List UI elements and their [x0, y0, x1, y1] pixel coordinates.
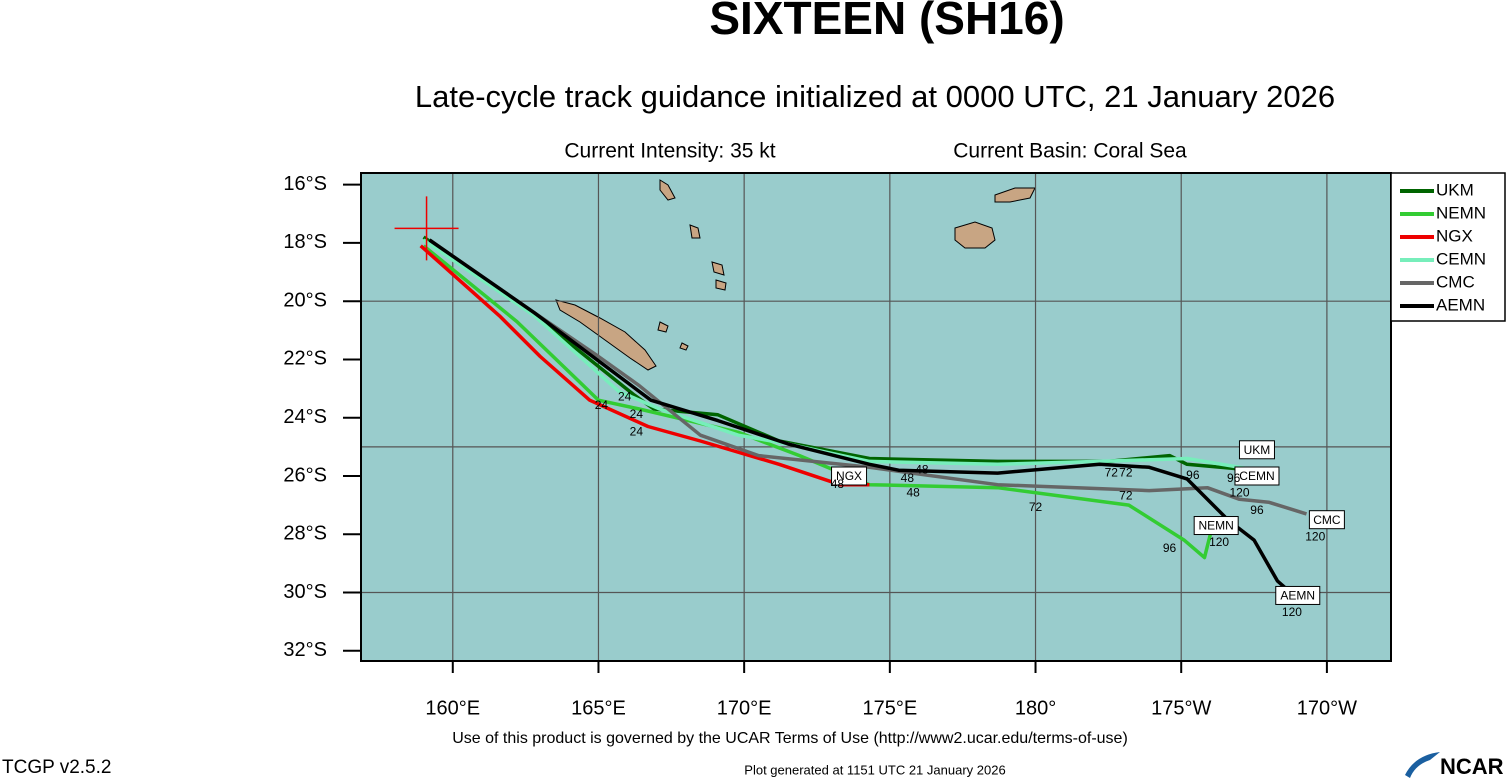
forecast-hour: 96	[1186, 468, 1200, 482]
track-label: CMC	[1313, 513, 1341, 527]
forecast-hour: 120	[1229, 486, 1249, 500]
forecast-hour: 72	[1105, 465, 1119, 479]
track	[428, 238, 1308, 516]
grid	[361, 173, 1391, 661]
y-tick-label: 18°S	[283, 231, 327, 253]
y-tick-label: 32°S	[283, 639, 327, 661]
legend-label: NEMN	[1436, 203, 1486, 222]
land	[555, 179, 1036, 371]
forecast-hour: 24	[595, 398, 609, 412]
forecast-hour: 24	[630, 407, 644, 421]
generated: Plot generated at 1151 UTC 21 January 20…	[744, 762, 1005, 777]
track	[419, 244, 870, 487]
track-label: UKM	[1244, 443, 1271, 457]
track-label: NEMN	[1199, 519, 1234, 533]
forecast-hour: 96	[1250, 503, 1264, 517]
y-tick-label: 22°S	[283, 348, 327, 370]
y-tick-label: 28°S	[283, 523, 327, 545]
y-tick-label: 30°S	[283, 581, 327, 603]
x-tick-label: 175°E	[862, 697, 917, 719]
forecast-hour: 48	[915, 462, 929, 476]
forecast-hour: 96	[1227, 471, 1241, 485]
logo: NCAR	[1440, 754, 1504, 779]
version: TCGP v2.5.2	[2, 757, 111, 778]
basin: Current Basin: Coral Sea	[953, 140, 1187, 163]
forecast-hour: 96	[1163, 541, 1177, 555]
intensity: Current Intensity: 35 kt	[564, 140, 775, 163]
y-tick-label: 20°S	[283, 289, 327, 311]
track-label-box	[1193, 516, 1239, 536]
footer: Use of this product is governed by the U…	[452, 730, 1128, 747]
forecast-hour: 120	[1209, 535, 1229, 549]
legend-label: NGX	[1436, 226, 1473, 245]
x-tick-label: 160°E	[425, 697, 480, 719]
logo-mark	[1405, 752, 1440, 778]
track-label: CEMN	[1239, 469, 1274, 483]
forecast-hour: 120	[1282, 605, 1302, 619]
legend-box	[1390, 172, 1506, 322]
track-label: AEMN	[1280, 589, 1315, 603]
forecast-hour: 48	[831, 477, 845, 491]
track	[428, 238, 1302, 603]
x-tick-label: 165°E	[571, 697, 626, 719]
legend: UKM NEMN NGX CEMN CMC AEMN	[1390, 172, 1506, 322]
track	[422, 235, 1255, 472]
forecast-hour: 48	[901, 471, 915, 485]
track-label-box	[1275, 585, 1321, 605]
chart-subtitle: Late-cycle track guidance initialized at…	[415, 79, 1335, 114]
legend-label: AEMN	[1436, 295, 1485, 314]
forecast-hour: 24	[630, 424, 644, 438]
legend-label: UKM	[1436, 180, 1474, 199]
track-label-box	[1308, 510, 1345, 530]
forecast-hour: 120	[1305, 529, 1325, 543]
ocean	[361, 173, 1391, 661]
x-tick-label: 180°	[1015, 697, 1056, 719]
forecast-hour: 48	[906, 486, 920, 500]
y-tick-label: 24°S	[283, 406, 327, 428]
x-tick-label: 170°W	[1297, 697, 1357, 719]
x-tick-label: 170°E	[717, 697, 772, 719]
forecast-hour: 72	[1029, 500, 1043, 514]
legend-label: CMC	[1436, 272, 1475, 291]
track-label: NGX	[836, 469, 862, 483]
forecast-hour: 72	[1119, 489, 1133, 503]
track-label-box	[831, 466, 868, 486]
track-label-box	[1238, 440, 1275, 460]
forecast-hour: 24	[618, 390, 632, 404]
forecast-hour: 72	[1119, 465, 1133, 479]
x-tick-label: 175°W	[1151, 697, 1211, 719]
y-tick-label: 26°S	[283, 464, 327, 486]
chart-title: SIXTEEN (SH16)	[709, 0, 1064, 44]
track-label-box	[1234, 466, 1280, 486]
legend-label: CEMN	[1436, 249, 1486, 268]
y-tick-label: 16°S	[283, 173, 327, 195]
storm-position	[394, 196, 459, 261]
